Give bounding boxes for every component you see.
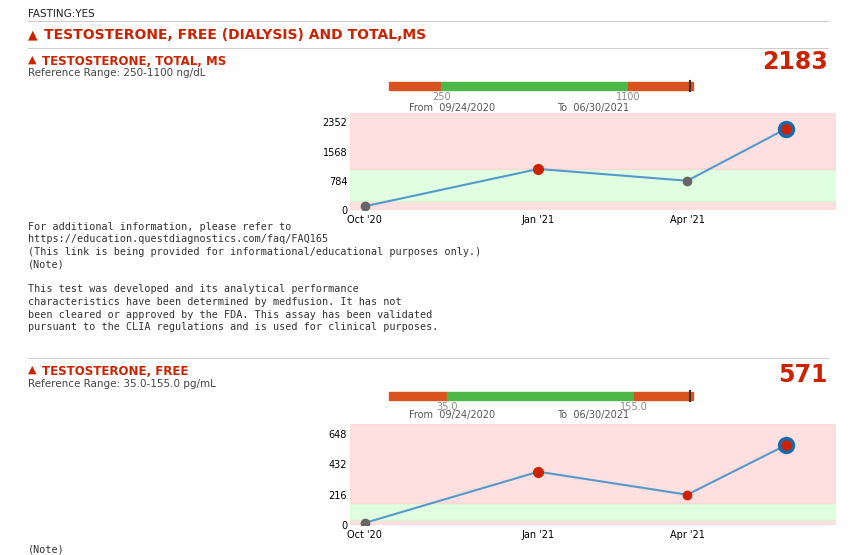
Bar bbox=[634, 392, 693, 400]
Bar bbox=[389, 392, 447, 400]
Text: To  06/30/2021: To 06/30/2021 bbox=[556, 410, 629, 420]
Bar bbox=[447, 392, 634, 400]
Bar bbox=[350, 520, 836, 525]
Text: From  09/24/2020: From 09/24/2020 bbox=[409, 410, 496, 420]
Text: To  06/30/2021: To 06/30/2021 bbox=[556, 103, 629, 113]
Text: This test was developed and its analytical performance: This test was developed and its analytic… bbox=[28, 285, 359, 295]
Bar bbox=[628, 82, 693, 90]
Text: 155.0: 155.0 bbox=[621, 402, 648, 412]
Text: characteristics have been determined by medfusion. It has not: characteristics have been determined by … bbox=[28, 297, 401, 307]
Text: ▲: ▲ bbox=[28, 365, 37, 375]
Text: TESTOSTERONE, FREE: TESTOSTERONE, FREE bbox=[42, 365, 188, 378]
Text: been cleared or approved by the FDA. This assay has been validated: been cleared or approved by the FDA. Thi… bbox=[28, 310, 432, 320]
Text: FASTING:YES: FASTING:YES bbox=[28, 9, 95, 19]
Text: From  09/24/2020: From 09/24/2020 bbox=[409, 103, 496, 113]
Text: https://education.questdiagnostics.com/faq/FAQ165: https://education.questdiagnostics.com/f… bbox=[28, 235, 328, 245]
Bar bbox=[350, 113, 836, 169]
Text: Reference Range: 250-1100 ng/dL: Reference Range: 250-1100 ng/dL bbox=[28, 68, 205, 78]
Text: TESTOSTERONE, TOTAL, MS: TESTOSTERONE, TOTAL, MS bbox=[42, 55, 226, 68]
Bar bbox=[441, 82, 628, 90]
Text: (Note): (Note) bbox=[28, 260, 65, 270]
Text: ▲: ▲ bbox=[28, 55, 37, 65]
Bar bbox=[350, 424, 836, 503]
Text: 35.0: 35.0 bbox=[437, 402, 458, 412]
Text: For additional information, please refer to: For additional information, please refer… bbox=[28, 222, 291, 232]
Bar bbox=[350, 169, 836, 201]
Text: ▲: ▲ bbox=[28, 28, 38, 41]
Text: 250: 250 bbox=[431, 92, 450, 102]
Text: TESTOSTERONE, FREE (DIALYSIS) AND TOTAL,MS: TESTOSTERONE, FREE (DIALYSIS) AND TOTAL,… bbox=[44, 28, 426, 42]
Text: 2183: 2183 bbox=[762, 50, 828, 74]
Text: (This link is being provided for informational/educational purposes only.): (This link is being provided for informa… bbox=[28, 247, 481, 257]
Text: 571: 571 bbox=[779, 363, 828, 387]
Bar bbox=[389, 82, 441, 90]
Text: (Note): (Note) bbox=[28, 545, 65, 555]
Text: Reference Range: 35.0-155.0 pg/mL: Reference Range: 35.0-155.0 pg/mL bbox=[28, 379, 216, 389]
Text: 1100: 1100 bbox=[615, 92, 640, 102]
Bar bbox=[350, 201, 836, 210]
Text: pursuant to the CLIA regulations and is used for clinical purposes.: pursuant to the CLIA regulations and is … bbox=[28, 322, 438, 332]
Bar bbox=[350, 503, 836, 520]
